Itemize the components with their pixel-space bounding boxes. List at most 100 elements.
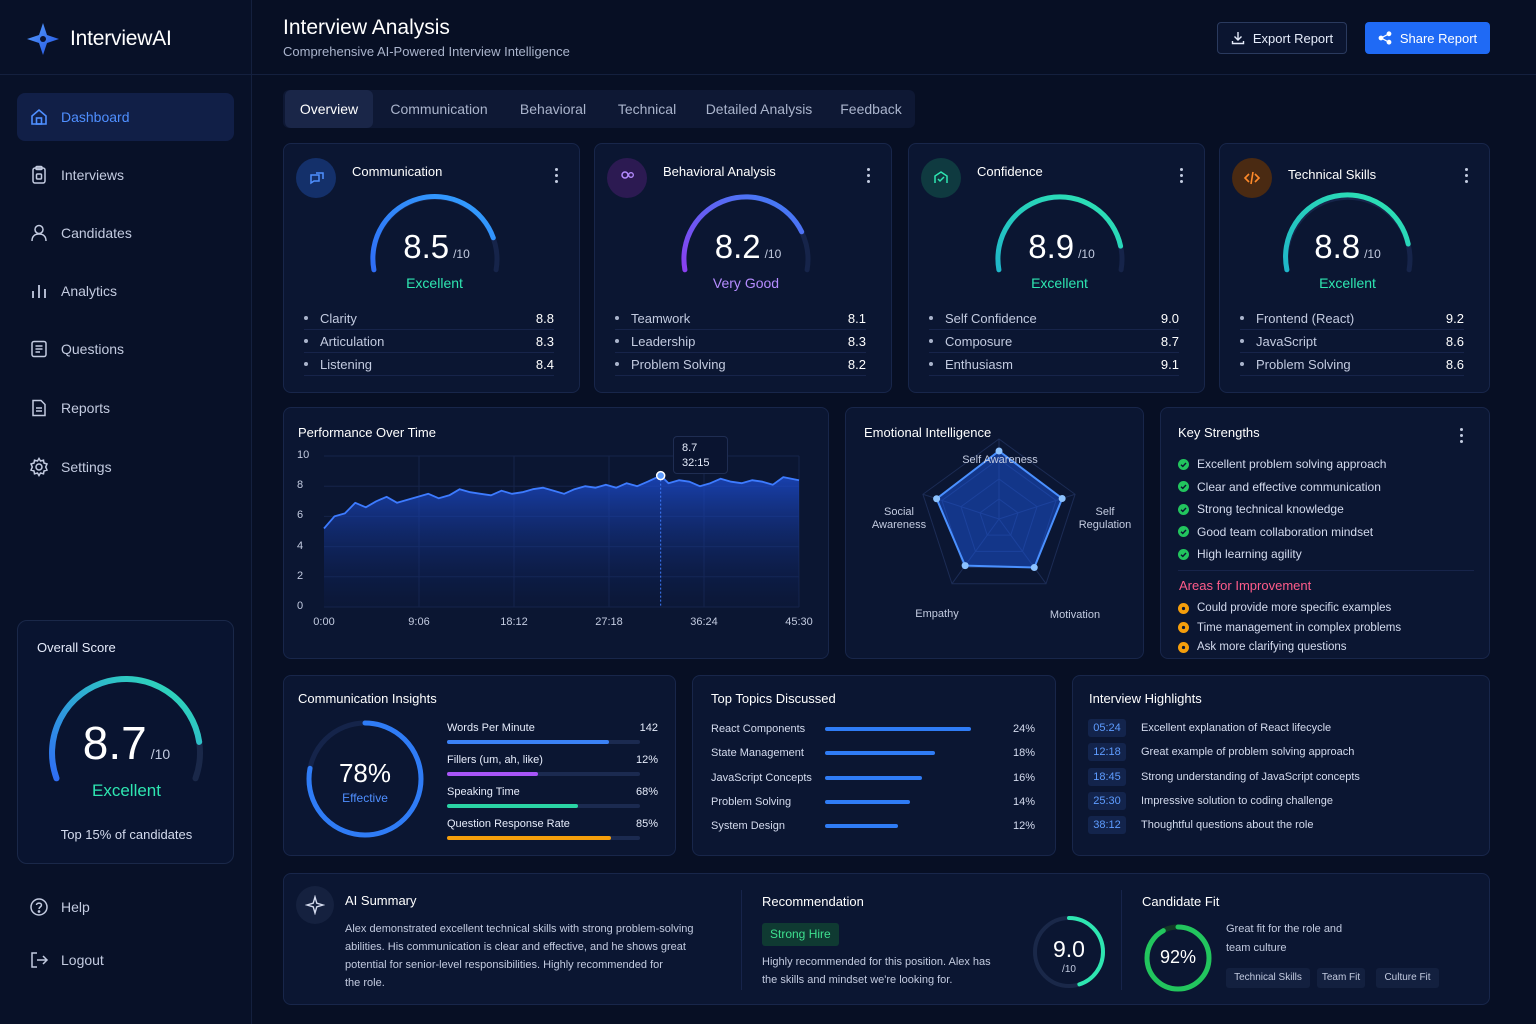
highlight-item[interactable]: 38:12 Thoughtful questions about the role [1088,816,1313,835]
score-card: Technical Skills 8.8/10 Excellent Frontend … [1219,143,1490,393]
x-tick-label: 0:00 [313,616,335,628]
confidence-icon [921,158,961,198]
performance-area [324,475,799,607]
sidebar-item-dashboard[interactable]: Dashboard [17,93,234,141]
topic-name: React Components [711,723,806,735]
sidebar-item-analytics[interactable]: Analytics [17,267,234,315]
hover-point[interactable] [655,470,666,481]
export-report-button[interactable]: Export Report [1217,22,1347,54]
strength-item: Good team collaboration mindset [1178,524,1373,540]
radar-grid [960,478,1038,552]
topic-pct: 14% [1012,795,1035,808]
sidebar-item-settings[interactable]: Settings [17,443,234,491]
candidate-fit-title: Candidate Fit [1142,894,1220,909]
code-icon [1232,158,1272,198]
score-label: Excellent [1319,275,1376,291]
highlight-time[interactable]: 25:30 [1088,791,1126,810]
clipboard-icon [32,165,46,184]
sidebar-item-label: Interviews [61,167,125,183]
insight-value: 142 [639,722,658,734]
metric-value: 8.4 [535,356,554,372]
strong-hire-badge: Strong Hire [762,923,839,946]
list-icon [31,340,47,358]
score-label: Excellent [406,275,463,291]
sidebar-item-candidates[interactable]: Candidates [17,209,234,257]
score-card-menu-button[interactable] [867,168,871,186]
chat-bubbles-icon [296,158,336,198]
y-tick-label: 0 [297,600,304,612]
score-card-menu-button[interactable] [1180,168,1184,186]
tab-overview[interactable]: Overview [285,90,373,128]
metric-name: Problem Solving [1256,356,1351,372]
sidebar-item-label: Dashboard [61,109,130,125]
page-subtitle: Comprehensive AI-Powered Interview Intel… [283,44,570,59]
tab-detailed-analysis[interactable]: Detailed Analysis [705,101,813,117]
top-topics-title: Top Topics Discussed [711,691,836,706]
home-icon [31,108,47,125]
highlight-item[interactable]: 18:45 Strong understanding of JavaScript … [1088,767,1360,786]
x-tick-label: 9:06 [408,616,430,628]
metric-value: 9.2 [1445,310,1464,326]
bullet [929,316,933,320]
insight-bar-track [447,772,640,776]
highlight-time[interactable]: 38:12 [1088,816,1126,835]
help-button[interactable]: Help [17,883,234,931]
metric-row: Frontend (React) 9.2 [1240,307,1464,330]
sidebar-item-label: Candidates [61,225,132,241]
strength-text: Strong technical knowledge [1197,502,1344,517]
metric-value: 8.1 [847,310,866,326]
score-card: Communication 8.5/10 Excellent Clarity 8.8 Ar… [283,143,580,393]
sidebar-divider [0,74,252,75]
tab-feedback[interactable]: Feedback [840,101,902,117]
check-circle-icon [1178,503,1189,515]
sidebar-item-questions[interactable]: Questions [17,325,234,373]
radar-label-self-regulation: Self Regulation [1078,506,1132,531]
strength-item: Excellent problem solving approach [1178,456,1386,472]
topic-pct: 18% [1012,747,1035,760]
tab-communication[interactable]: Communication [390,101,488,117]
insight-bar [447,772,538,776]
highlight-item[interactable]: 25:30 Impressive solution to coding chall… [1088,791,1334,810]
logout-button[interactable]: Logout [17,936,234,984]
topic-bar [825,751,935,756]
highlight-text: Excellent explanation of React lifecycle [1141,722,1332,734]
metric-row: Leadership 8.3 [615,330,866,353]
highlight-item[interactable]: 05:24 Excellent explanation of React life… [1088,719,1331,737]
overall-score-title: Overall Score [37,640,116,655]
improvement-text: Time management in complex problems [1197,621,1402,634]
ai-sparkle-icon [296,886,334,924]
insight-bar [447,804,578,808]
highlight-text: Impressive solution to coding challenge [1141,794,1334,807]
performance-line [323,474,800,530]
metric-value: 8.6 [1445,356,1464,372]
sidebar-item-reports[interactable]: Reports [17,384,234,432]
logo-icon [27,23,59,55]
radar-label-social-awareness: Social Awareness [871,506,927,531]
key-strengths-menu-button[interactable] [1460,428,1464,446]
metric-name: Listening [320,356,373,372]
radar-point [933,495,941,503]
x-tick-label: 18:12 [500,616,528,628]
share-report-label: Share Report [1399,30,1478,46]
warning-circle-icon [1178,622,1189,633]
check-circle-icon [1178,548,1189,560]
score-card-menu-button[interactable] [555,168,559,186]
y-tick-label: 2 [297,569,304,582]
check-circle-icon [1178,526,1189,538]
tab-bar: Overview Communication Behavioral Techni… [283,90,915,128]
metric-name: Composure [945,333,1013,349]
tab-behavioral[interactable]: Behavioral [519,101,587,117]
x-tick-label: 45:30 [785,616,813,628]
tab-technical[interactable]: Technical [617,101,677,117]
radar-axis [998,518,1047,585]
highlight-item[interactable]: 12:18 Great example of problem solving ap… [1088,743,1354,762]
share-report-button[interactable]: Share Report [1365,22,1490,54]
highlight-time[interactable]: 05:24 [1088,719,1126,737]
sidebar-item-interviews[interactable]: Interviews [17,151,234,199]
highlight-time[interactable]: 12:18 [1088,743,1126,762]
highlight-time[interactable]: 18:45 [1088,767,1126,786]
y-tick-label: 10 [297,449,310,461]
topic-bar [825,727,971,731]
app-logo[interactable]: InterviewAI [26,22,172,56]
score-card-menu-button[interactable] [1465,168,1469,186]
